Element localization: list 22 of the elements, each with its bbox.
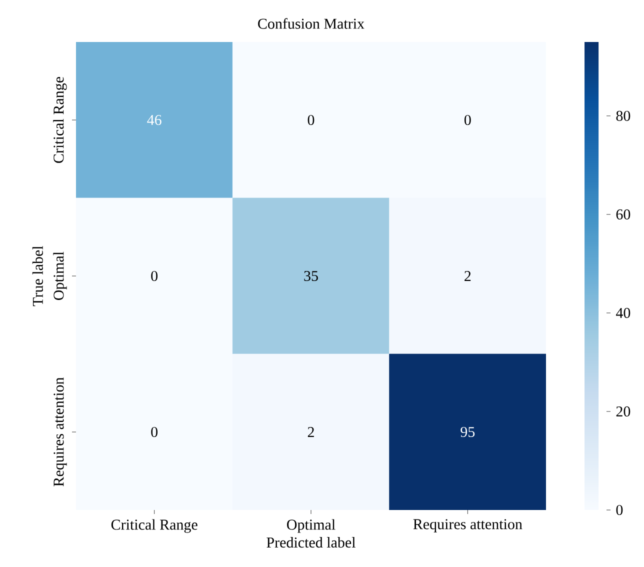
- data-label: 2: [308, 427, 314, 437]
- y-tick-label: Critical Range: [53, 76, 67, 163]
- x-axis-title: Predicted label: [266, 537, 356, 548]
- data-label: 46: [147, 114, 162, 126]
- data-label: 0: [151, 426, 158, 438]
- y-axis-title: True label: [32, 246, 43, 306]
- chart-title: Confusion Matrix: [258, 18, 364, 29]
- data-label: 35: [304, 270, 318, 282]
- color-bar-label: 60: [616, 209, 630, 220]
- y-tick-label: Optimal: [53, 252, 67, 300]
- data-label: 0: [151, 270, 158, 282]
- data-label: 2: [464, 271, 471, 281]
- data-label: 0: [308, 114, 314, 126]
- x-tick-label: Requires attention: [413, 519, 522, 532]
- x-tick-label: Critical Range: [111, 519, 198, 533]
- color-bar-label: 0: [616, 504, 623, 516]
- data-label: 0: [464, 114, 471, 126]
- color-bar-label: 80: [616, 110, 630, 121]
- data-label: 95: [460, 426, 475, 438]
- color-bar-label: 40: [616, 308, 630, 318]
- color-bar-label: 20: [616, 406, 630, 417]
- x-tick-label: Optimal: [287, 519, 336, 533]
